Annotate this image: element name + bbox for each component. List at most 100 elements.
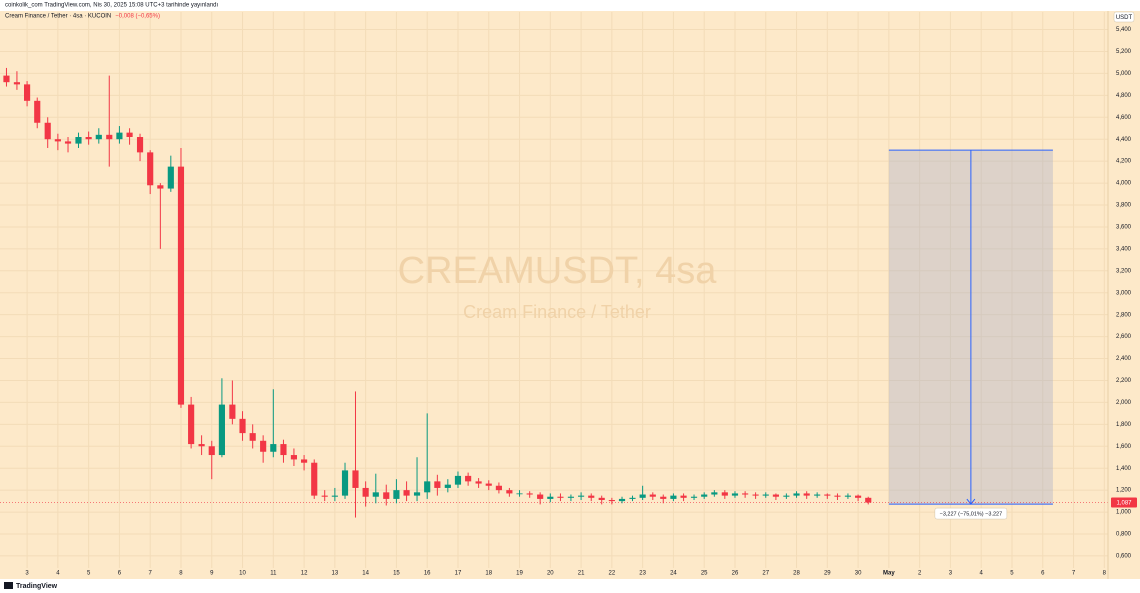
x-tick-label: 9 — [210, 571, 214, 577]
candle-body — [485, 483, 492, 486]
candle-body — [362, 487, 369, 497]
candle-body — [106, 134, 113, 140]
candle-body — [116, 132, 123, 140]
x-tick-label: 7 — [149, 571, 153, 577]
candle-body — [814, 494, 821, 496]
currency: USDT — [1116, 15, 1133, 21]
y-tick-label: 3,000 — [1116, 290, 1132, 296]
x-tick-label: 8 — [179, 571, 183, 577]
candle-body — [752, 494, 759, 496]
y-tick-label: 1,000 — [1116, 510, 1132, 516]
candle-body — [762, 494, 769, 496]
candle-body — [783, 495, 790, 497]
y-tick-label: 5,400 — [1116, 27, 1132, 33]
x-tick-label: 24 — [670, 571, 677, 577]
candle-body — [711, 492, 718, 495]
candle-body — [413, 492, 421, 496]
candle-body — [157, 185, 164, 189]
candle-body — [526, 493, 533, 495]
candle-body — [331, 495, 338, 497]
candle-body — [629, 497, 636, 499]
candle-body — [198, 444, 205, 447]
y-tick-label: 4,200 — [1116, 159, 1132, 165]
candle-body — [13, 82, 21, 85]
candle-body — [834, 495, 841, 497]
watermark: CREAMUSDT, 4sa — [398, 250, 718, 292]
y-tick-label: 1,600 — [1116, 444, 1132, 450]
candle-body — [126, 132, 133, 138]
y-tick-label: 4,800 — [1116, 93, 1132, 99]
x-tick-label: 4 — [980, 571, 984, 577]
y-tick-label: 4,600 — [1116, 115, 1132, 121]
candle-body — [824, 494, 831, 496]
x-tick-label: 30 — [855, 571, 862, 577]
x-tick-label: 18 — [485, 571, 492, 577]
x-tick-label: 5 — [1010, 571, 1014, 577]
candle-body — [506, 490, 513, 494]
candle-body — [588, 495, 595, 498]
candle-body — [301, 459, 308, 463]
y-tick-label: 2,200 — [1116, 378, 1132, 384]
candle-body — [239, 418, 246, 434]
candle-body — [495, 485, 502, 491]
last-price-label: 1,087 — [1116, 501, 1132, 507]
candle-body — [24, 84, 31, 101]
candle-body — [311, 462, 318, 496]
candle-body — [290, 455, 298, 460]
candle-body — [147, 152, 154, 186]
x-tick-label: 6 — [1041, 571, 1045, 577]
candle-body — [249, 433, 256, 441]
y-tick-label: 1,800 — [1116, 422, 1132, 428]
candle-body — [34, 100, 41, 123]
x-tick-label: 12 — [301, 571, 308, 577]
candle-body — [167, 166, 174, 189]
x-tick-label: 3 — [25, 571, 29, 577]
candle-body — [85, 137, 92, 140]
measure-arrowhead — [966, 498, 976, 505]
candle-body — [701, 494, 708, 497]
x-tick-label: 23 — [639, 571, 646, 577]
candle-body — [598, 497, 605, 501]
x-tick-label: 13 — [332, 571, 339, 577]
y-tick-label: 0,600 — [1116, 554, 1132, 560]
x-tick-label: 19 — [516, 571, 523, 577]
y-tick-label: 3,200 — [1116, 268, 1132, 274]
x-tick-label: 22 — [609, 571, 616, 577]
candle-body — [855, 495, 862, 498]
candle-body — [742, 493, 749, 495]
legend-change: −0,008 (−0,65%) — [115, 14, 160, 20]
candle-body — [383, 492, 390, 499]
candle-body — [731, 493, 739, 496]
currency-box — [1113, 11, 1135, 23]
candle-body — [280, 444, 287, 456]
y-tick-label: 3,400 — [1116, 246, 1132, 252]
candle-body — [454, 475, 462, 485]
x-tick-label: 5 — [87, 571, 91, 577]
candle-body — [3, 75, 10, 83]
candle-body — [465, 475, 472, 482]
x-tick-label: 7 — [1072, 571, 1076, 577]
candle-body — [218, 404, 225, 456]
candle-body — [844, 495, 852, 497]
y-tick-label: 3,600 — [1116, 225, 1132, 231]
candle-body — [44, 122, 51, 140]
candle-body — [444, 484, 451, 488]
candle-body — [649, 494, 656, 497]
candle-body — [372, 492, 379, 497]
y-tick-label: 3,800 — [1116, 203, 1132, 209]
candle-body — [547, 496, 554, 499]
candle-body — [75, 137, 82, 144]
y-tick-label: 5,200 — [1116, 49, 1132, 55]
candle-body — [793, 493, 800, 496]
legend-title: Cream Finance / Tether · 4sa · KUCOIN — [5, 14, 111, 20]
candle-body — [95, 134, 102, 140]
candle-body — [270, 444, 277, 452]
x-tick-label: 15 — [393, 571, 400, 577]
x-tick-label: 28 — [793, 571, 800, 577]
y-tick-label: 2,000 — [1116, 400, 1132, 406]
x-tick-label: 10 — [239, 571, 246, 577]
y-tick-label: 2,600 — [1116, 334, 1132, 340]
x-tick-label: 20 — [547, 571, 554, 577]
last-price-tag — [1111, 497, 1137, 508]
